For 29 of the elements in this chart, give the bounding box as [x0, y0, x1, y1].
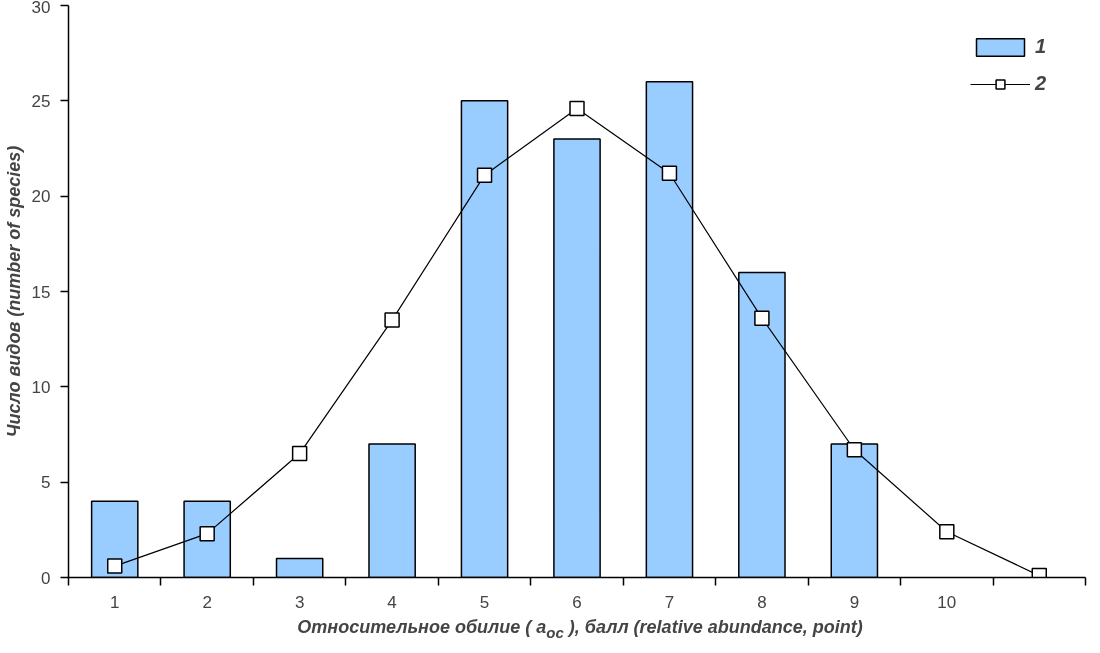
y-tick-label: 25	[31, 91, 51, 111]
x-tick-label: 3	[294, 592, 305, 612]
legend-label: 1	[1035, 35, 1048, 58]
y-axis-title: Число видов (number of species)	[3, 145, 24, 438]
point	[569, 100, 585, 117]
point	[846, 442, 863, 458]
x-tick-label: 2	[202, 592, 212, 612]
x-tick-label: 7	[664, 592, 675, 612]
x-tick-label: 1	[110, 592, 120, 612]
y-tick-label: 20	[31, 187, 51, 207]
x-tick-label: 9	[849, 592, 860, 612]
y-tick-label: 5	[41, 473, 51, 493]
x-tick-label: 8	[757, 592, 767, 612]
x-tick-label: 10	[937, 592, 957, 612]
y-tick-label: 30	[31, 0, 51, 17]
point	[661, 165, 678, 182]
y-tick-label: 10	[31, 377, 51, 397]
x-tick-label: 4	[387, 592, 397, 612]
x-tick-label: 5	[479, 592, 490, 612]
point	[106, 558, 123, 574]
y-tick-label: 15	[31, 282, 51, 302]
y-tick-label: 0	[41, 568, 51, 588]
point	[199, 525, 215, 542]
x-axis-title: Относительное обилие ( a$_{oc}$ ), балл (relative abundance, point)	[297, 616, 863, 643]
point	[754, 310, 770, 326]
point	[291, 445, 308, 462]
point	[476, 167, 493, 183]
legend-label: 2	[1035, 72, 1048, 95]
x-tick-label: 6	[572, 592, 582, 612]
